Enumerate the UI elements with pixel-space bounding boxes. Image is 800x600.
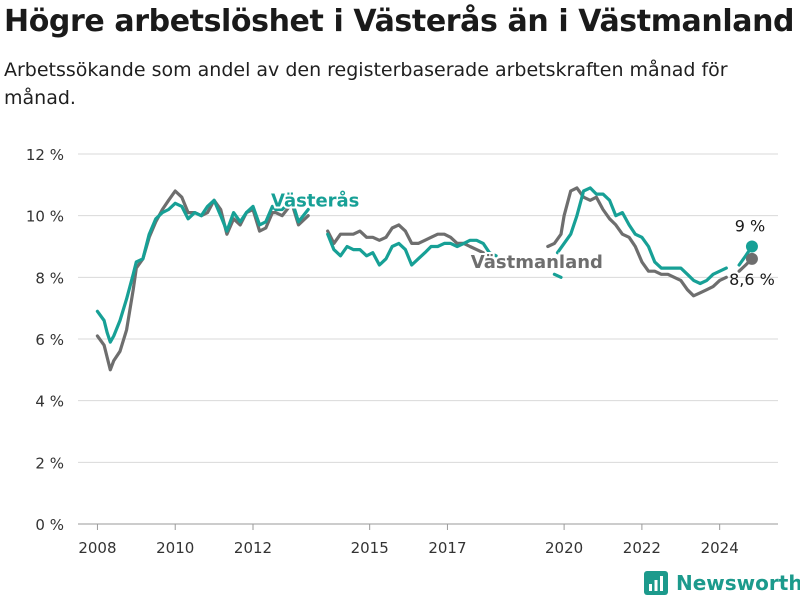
brand-name: Newsworthy — [676, 571, 800, 595]
y-tick-label: 8 % — [35, 269, 64, 287]
x-tick-label: 2020 — [545, 539, 583, 557]
x-tick-label: 2010 — [156, 539, 194, 557]
end-label-vastmanland: 8,6 % — [729, 270, 775, 289]
x-tick-label: 2022 — [623, 539, 661, 557]
y-tick-label: 6 % — [35, 331, 64, 349]
series-line-vasteras — [95, 186, 754, 344]
x-tick-label: 2015 — [351, 539, 389, 557]
chart-subtitle: Arbetssökande som andel av den registerb… — [4, 59, 728, 109]
y-tick-label: 4 % — [35, 393, 64, 411]
x-tick-label: 2024 — [701, 539, 739, 557]
series-label-vasteras: Västerås — [271, 189, 359, 211]
newsworthy-brand: Newsworthy — [644, 569, 800, 597]
x-tick-label: 2012 — [234, 539, 272, 557]
chart-title: Högre arbetslöshet i Västerås än i Västm… — [4, 4, 795, 39]
end-point-vasteras — [745, 240, 758, 253]
end-label-vasteras: 9 % — [735, 217, 765, 236]
newsworthy-logo-icon — [644, 571, 668, 595]
y-tick-label: 12 % — [26, 146, 64, 164]
series-label-vastmanland: Västmanland — [471, 252, 603, 273]
x-tick-label: 2017 — [428, 539, 466, 557]
y-tick-label: 2 % — [35, 454, 64, 472]
end-point-vastmanland — [745, 252, 758, 265]
y-tick-label: 10 % — [26, 208, 64, 226]
y-tick-label: 0 % — [35, 516, 64, 534]
x-tick-label: 2008 — [78, 539, 116, 557]
